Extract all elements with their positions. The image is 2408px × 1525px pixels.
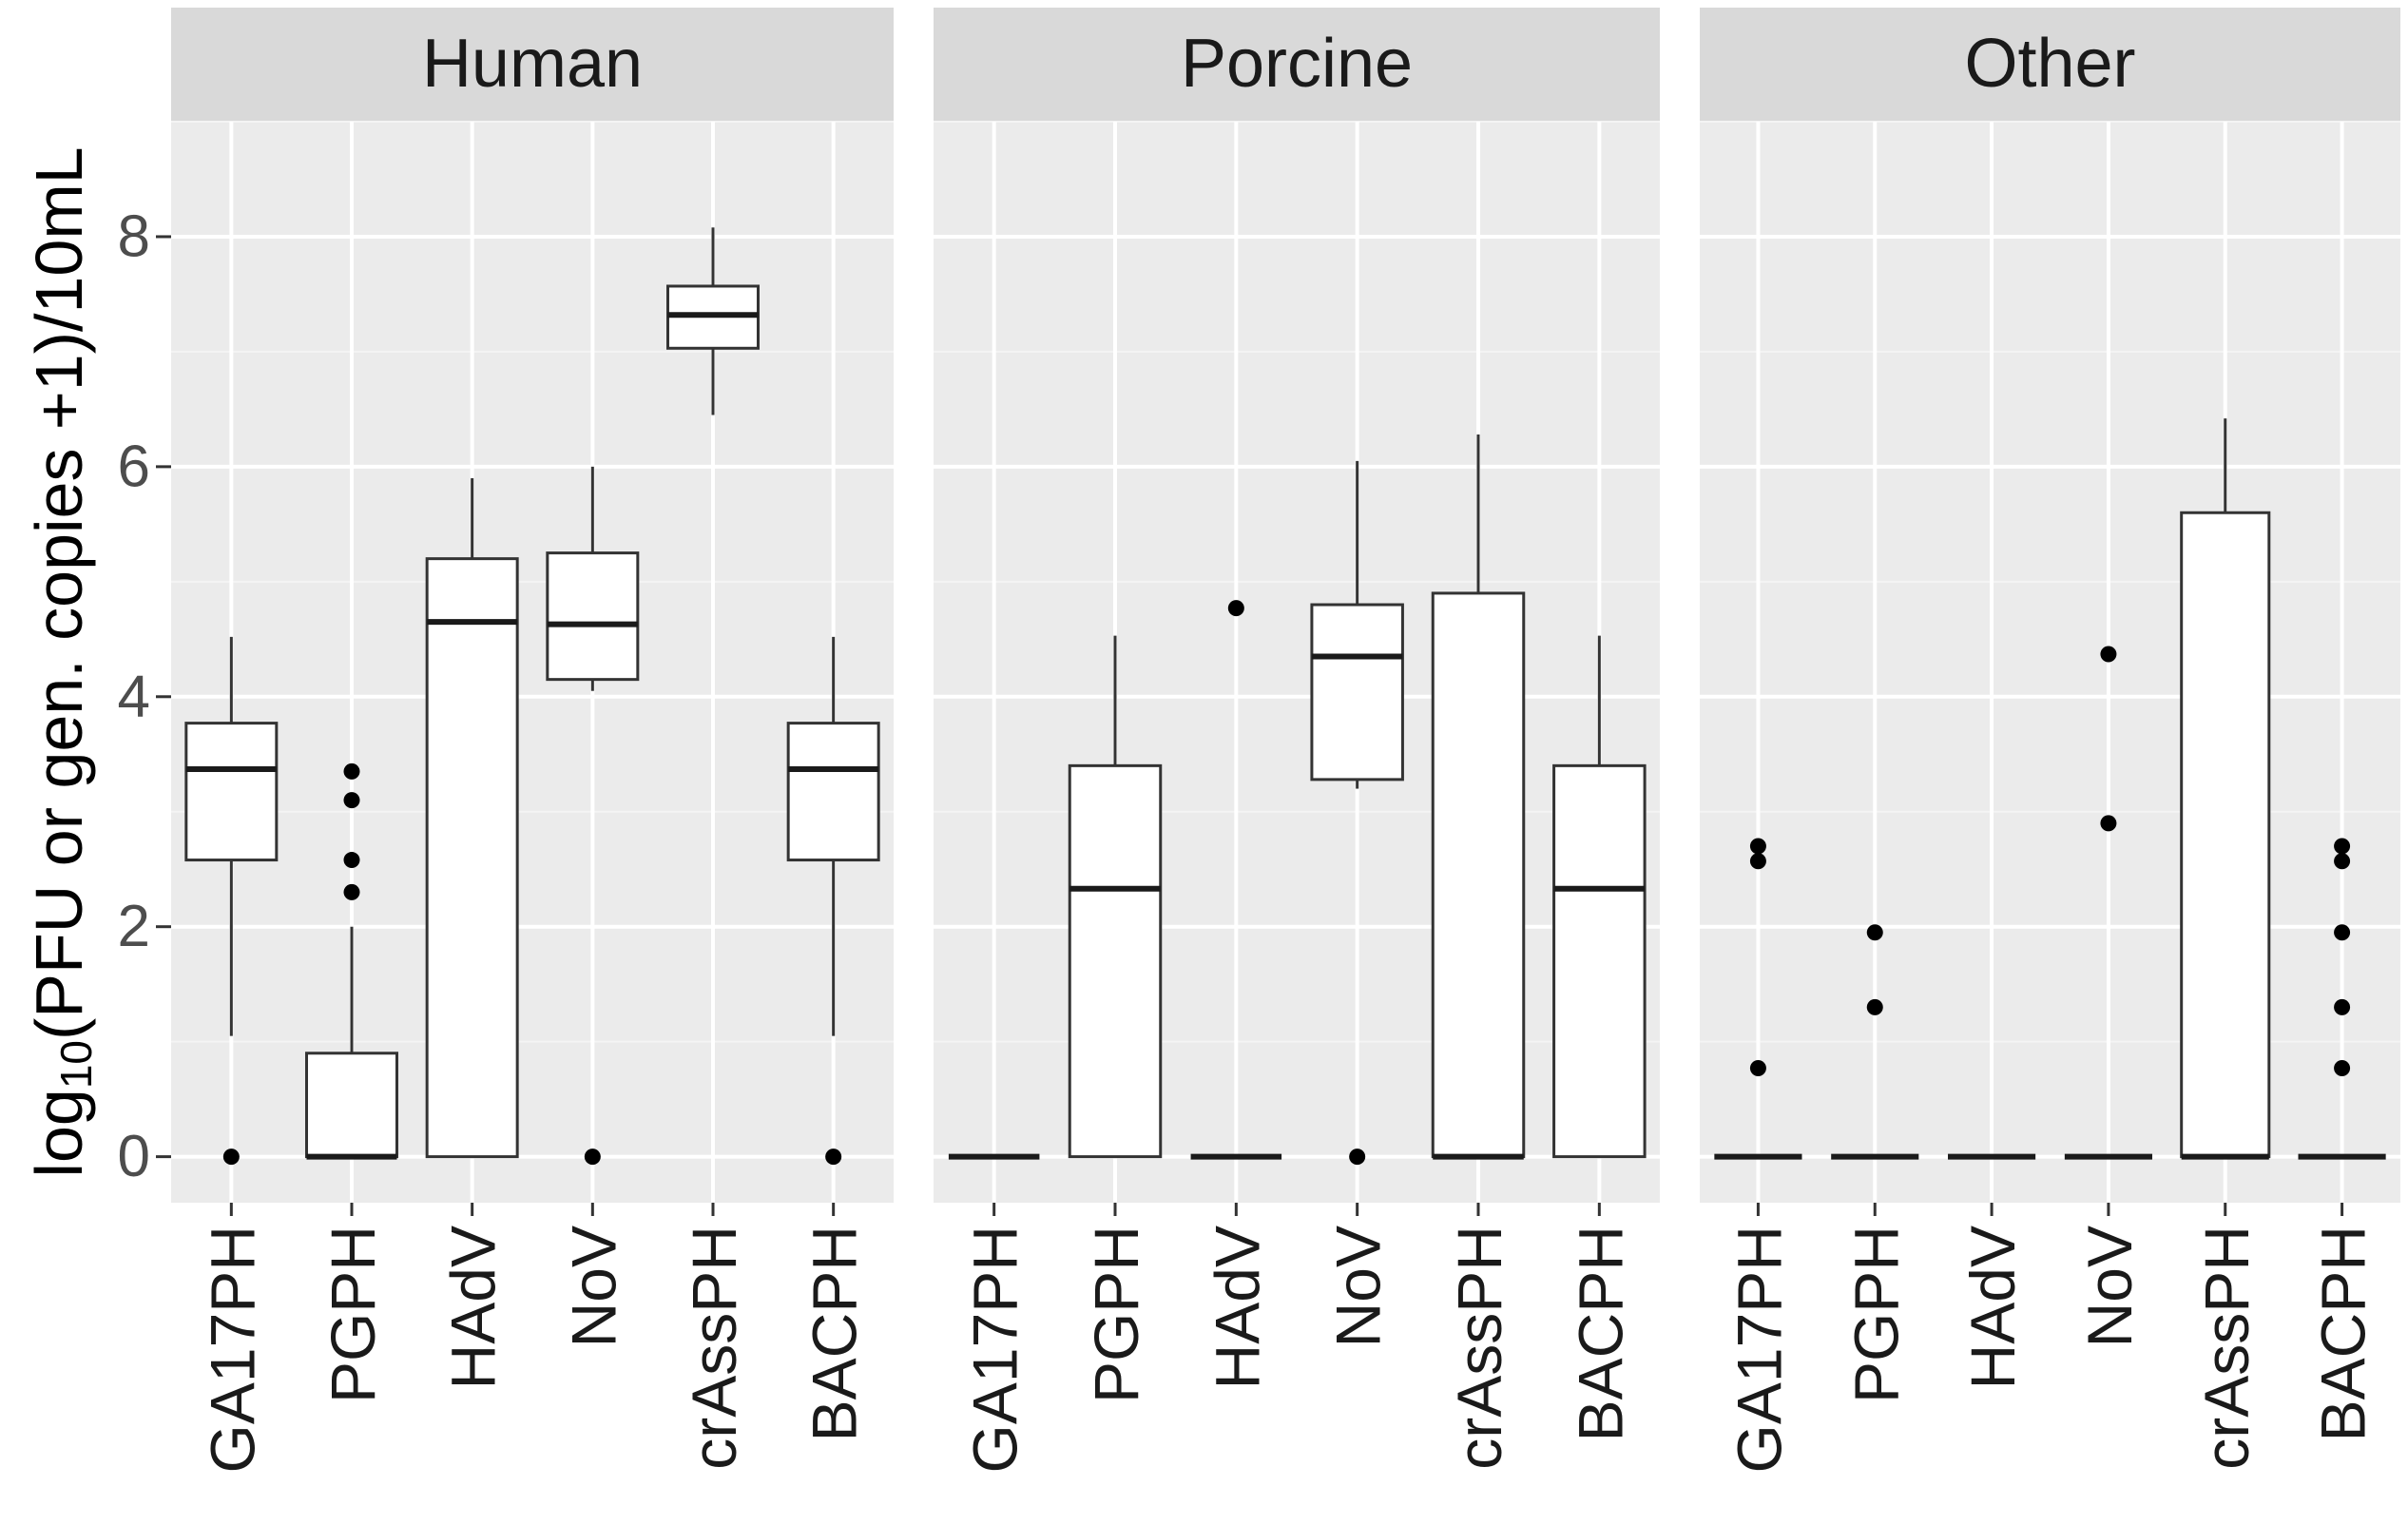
y-tick-label: 8 [118,203,150,269]
outlier-point [1749,853,1766,870]
x-tick-label: BACPH [799,1226,870,1441]
x-tick-label: GA17PH [1724,1226,1794,1473]
outlier-point [343,792,360,809]
outlier-point [2100,815,2117,832]
iqr-box [1431,591,1526,1159]
iqr-box [425,557,519,1159]
box-nov [2064,646,2152,1160]
x-tick-label: PGPH [1840,1226,1911,1403]
y-axis-title-prefix: log [22,1089,96,1177]
iqr-box [1310,603,1404,782]
facet-strip [171,8,894,122]
panel-background [1700,122,2400,1203]
y-axis-title: log10(PFU or gen. copies +1)/10mL [22,146,101,1177]
x-tick-label: NoV [2074,1226,2145,1347]
iqr-box [305,1052,398,1159]
outlier-point [1227,600,1244,617]
facet-strip [1700,8,2400,122]
y-tick-label: 4 [118,664,150,729]
facet-other: Other GA17PH PGPH HAdV NoV crAssPH BACPH [1700,8,2400,1473]
outlier-point [1866,924,1883,941]
facet-strip-label: Human [422,26,643,102]
outlier-point [2100,646,2117,663]
x-tick-label: crAssPH [679,1226,749,1470]
box-crassph [1431,434,1526,1160]
box-crassph [666,227,760,415]
box-bacph [2298,838,2386,1160]
y-tick-label: 2 [118,894,150,959]
y-axis-label: log10(PFU or gen. copies +1)/10mL [22,146,101,1177]
box-crassph [2180,418,2271,1160]
outlier-point [2334,838,2351,855]
y-axis-ticks: 0 2 4 6 8 [118,203,171,1189]
outlier-point [343,883,360,900]
x-tick-label: NoV [1323,1226,1394,1347]
outlier-point [343,762,360,780]
box-nov [546,466,640,1166]
x-tick-label: BACPH [2308,1226,2379,1441]
x-tick-label: HAdV [1202,1226,1272,1389]
outlier-point [222,1149,240,1166]
outlier-point [2334,924,2351,941]
facet-strip [934,8,1660,122]
x-tick-label: PGPH [1081,1226,1151,1403]
x-tick-label: HAdV [438,1226,509,1389]
x-tick-label: PGPH [318,1226,388,1403]
panel-background [934,122,1660,1203]
outlier-point [1866,998,1883,1015]
iqr-box [2180,511,2271,1159]
outlier-point [2334,998,2351,1015]
facet-human: Human GA17PH PGPH HAdV NoV crAssPH BACPH [171,8,894,1473]
y-axis-title-rest: (PFU or gen. copies +1)/10mL [22,146,96,1040]
iqr-box [184,722,279,862]
box-ga17ph [1714,838,1802,1160]
box-pgph [1831,924,1919,1160]
box-pgph [1068,635,1163,1159]
box-bacph [1552,635,1647,1159]
box-ga17ph [184,636,279,1166]
outlier-point [1749,1059,1766,1076]
x-tick-label: HAdV [1957,1226,2028,1389]
outlier-point [2334,1059,2351,1076]
iqr-box [1068,763,1163,1159]
y-axis-title-subscript: 10 [51,1040,101,1089]
outlier-point [1349,1149,1366,1166]
iqr-box [546,551,640,682]
outlier-point [825,1149,842,1166]
x-tick-label: crAssPH [2191,1226,2262,1470]
outlier-point [2334,853,2351,870]
box-hadv [425,477,519,1159]
iqr-box [786,722,880,862]
box-nov [1310,460,1404,1166]
outlier-point [343,852,360,869]
x-tick-label: NoV [558,1226,628,1347]
x-tick-label: GA17PH [197,1226,267,1473]
facet-strip-label: Other [1964,26,2135,102]
facet-strip-label: Porcine [1181,26,1413,102]
x-tick-label: crAssPH [1444,1226,1514,1470]
facet-porcine: Porcine GA17PH PGPH HAdV NoV crAssPH BACPH [934,8,1660,1473]
y-tick-label: 6 [118,434,150,499]
outlier-point [584,1149,601,1166]
x-tick-label: BACPH [1565,1226,1635,1441]
box-pgph [305,762,398,1160]
y-tick-label: 0 [118,1124,150,1189]
box-hadv [1190,600,1282,1160]
panel-background [171,122,894,1203]
x-tick-label: GA17PH [960,1226,1031,1473]
outlier-point [1749,838,1766,855]
box-bacph [786,636,880,1166]
iqr-box [1552,763,1647,1159]
